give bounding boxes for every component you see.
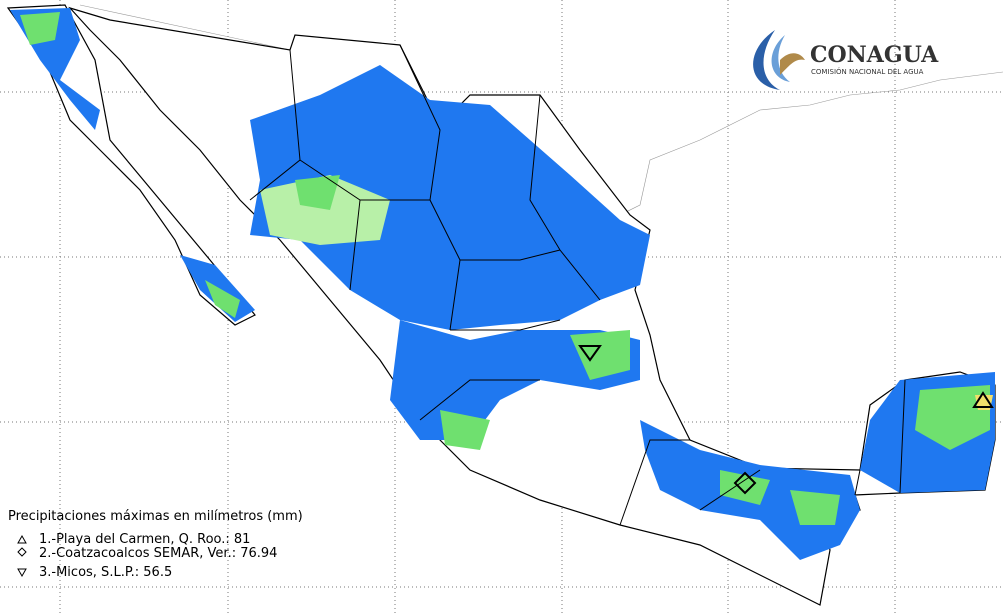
legend-entry: 1.-Playa del Carmen, Q. Roo.: 81 [39, 532, 250, 547]
precipitation [10, 8, 995, 560]
station-markers [578, 345, 994, 495]
baja-california [6, 4, 256, 326]
legend-title: Precipitaciones máximas en milímetros (m… [8, 509, 303, 524]
us-coast [599, 71, 1003, 226]
legend-entry: 3.-Micos, S.L.P.: 56.5 [39, 565, 172, 580]
logo-subtitle: COMISIÓN NACIONAL DEL AGUA [811, 67, 924, 76]
legend-symbols [17, 534, 27, 578]
logo-name: CONAGUA [810, 42, 939, 68]
logo-icon [753, 30, 805, 90]
legend-entry: 2.-Coatzacoalcos SEMAR, Ver.: 76.94 [39, 546, 277, 561]
state-borders [249, 44, 906, 526]
